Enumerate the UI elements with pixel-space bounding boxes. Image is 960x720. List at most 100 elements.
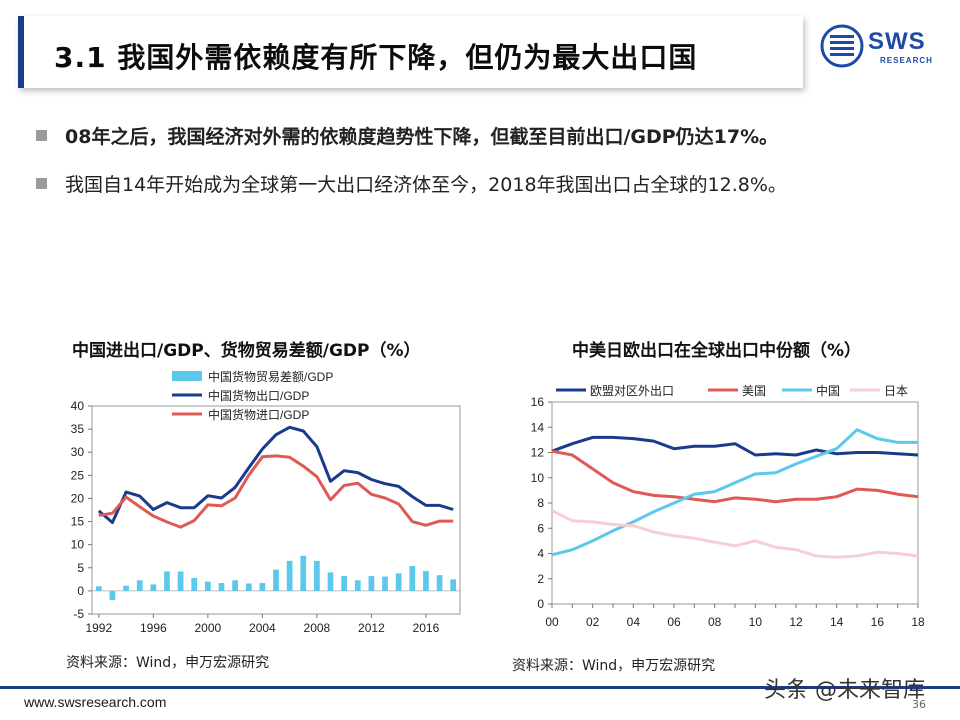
bar-trade-balance	[164, 571, 170, 591]
bar-trade-balance	[177, 571, 184, 591]
x-tick-label: 08	[708, 615, 722, 629]
y-tick-label: 14	[531, 420, 545, 434]
chart1-title: 中国进出口/GDP、货物贸易差额/GDP（%）	[72, 341, 421, 361]
x-tick-label: 2008	[304, 621, 331, 635]
x-tick-label: 04	[627, 615, 641, 629]
x-tick-label: 02	[586, 615, 600, 629]
bar-trade-balance	[191, 577, 198, 591]
x-tick-label: 00	[545, 615, 559, 629]
series-line	[551, 449, 919, 504]
y-tick-label: 0	[537, 597, 544, 611]
sws-logo: SWS RESEARCH	[820, 24, 940, 74]
y-tick-label: 35	[71, 422, 85, 436]
y-tick-label: 10	[531, 471, 545, 485]
bar-trade-balance	[314, 560, 320, 591]
bar-trade-balance	[368, 576, 375, 591]
y-tick-label: 40	[71, 399, 85, 413]
chart1-source: 资料来源：Wind，申万宏源研究	[66, 655, 270, 671]
bar-trade-balance	[273, 569, 279, 591]
bar-trade-balance	[136, 580, 143, 591]
y-tick-label: 20	[71, 491, 85, 505]
y-tick-label: 12	[531, 446, 545, 460]
footer-url[interactable]: www.swsresearch.com	[24, 694, 167, 710]
legend-label: 中国货物出口/GDP	[208, 388, 309, 403]
bar-trade-balance	[327, 572, 334, 591]
y-tick-label: 15	[71, 515, 85, 529]
chart2-source: 资料来源：Wind，申万宏源研究	[512, 658, 716, 674]
plot-frame	[91, 405, 461, 615]
legend-label: 中国货物贸易差额/GDP	[208, 369, 333, 384]
y-tick-label: 10	[71, 538, 85, 552]
legend-label: 美国	[742, 384, 766, 398]
x-tick-label: 14	[830, 615, 844, 629]
x-tick-label: 16	[871, 615, 885, 629]
x-tick-label: 10	[749, 615, 763, 629]
bar-trade-balance	[436, 575, 443, 591]
bar-trade-balance	[341, 576, 348, 591]
series-line	[551, 509, 919, 559]
bar-trade-balance	[382, 576, 388, 591]
bar-trade-balance	[300, 555, 307, 591]
line-export-gdp	[97, 425, 454, 524]
legend-label: 欧盟对区外出口	[590, 384, 674, 398]
footer-divider	[0, 686, 960, 689]
logo-subtext: RESEARCH	[880, 56, 933, 65]
bar-trade-balance	[218, 583, 225, 591]
watermark: 头条 @未来智库	[764, 678, 925, 703]
chart1-svg: -5 0 5 10 15 20 25 30 35 40 1992 1996 2000 2004 2008 20…	[71, 369, 461, 635]
bar-trade-balance	[95, 586, 102, 591]
x-tick-label: 1992	[85, 621, 112, 635]
bar-trade-balance	[450, 579, 457, 591]
title-bar: 3.1 我国外需依赖度有所下降，但仍为最大出口国 SWS RESEARCH	[0, 0, 960, 100]
y-tick-label: 8	[537, 496, 544, 510]
series-line	[551, 428, 918, 557]
y-tick-label: 5	[77, 561, 84, 575]
bar-trade-balance	[395, 573, 402, 591]
bar-trade-balance	[354, 580, 361, 591]
slide-title: 3.1 我国外需依赖度有所下降，但仍为最大出口国	[54, 41, 698, 74]
sws-logo-icon	[820, 24, 864, 68]
line-import-gdp	[98, 454, 454, 529]
bar-trade-balance	[259, 583, 266, 591]
bar-trade-balance	[123, 585, 129, 591]
bar-trade-balance	[150, 584, 157, 591]
x-tick-label: 18	[911, 615, 925, 629]
y-tick-label: 16	[531, 395, 545, 409]
y-tick-label: 2	[537, 572, 544, 586]
x-tick-label: 06	[667, 615, 681, 629]
bar-trade-balance	[245, 583, 252, 591]
chart2-title: 中美日欧出口在全球出口中份额（%）	[572, 341, 862, 361]
legend-label: 日本	[884, 384, 908, 398]
bullet-item: 08年之后，我国经济对外需的依赖度趋势性下降，但截至目前出口/GDP仍达17%。	[36, 122, 778, 149]
bar-trade-balance	[286, 560, 293, 591]
title-strip	[18, 16, 803, 88]
legend-swatch	[172, 371, 202, 381]
bullet-square-icon	[36, 130, 47, 141]
x-tick-label: 2016	[413, 621, 440, 635]
legend-label: 中国	[816, 383, 840, 398]
x-tick-label: 1996	[140, 621, 167, 635]
page-number: 36	[912, 698, 926, 711]
bar-trade-balance	[204, 581, 211, 591]
y-tick-label: 25	[71, 468, 85, 482]
y-tick-label: 30	[71, 445, 85, 459]
y-tick-label: -5	[73, 607, 84, 621]
bullet-square-icon	[36, 178, 47, 189]
bar-trade-balance	[423, 571, 429, 591]
series-line	[551, 435, 919, 457]
y-tick-label: 4	[537, 547, 544, 561]
bullet-text: 08年之后，我国经济对外需的依赖度趋势性下降，但截至目前出口/GDP仍达17%。	[65, 126, 779, 148]
bar-trade-balance	[409, 565, 416, 591]
bullet-item: 我国自14年开始成为全球第一大出口经济体至今，2018年我国出口占全球的12.8…	[36, 170, 787, 197]
bar-trade-balance	[232, 580, 238, 591]
bar-trade-balance	[109, 590, 116, 601]
logo-wordmark: SWS	[868, 28, 926, 55]
bullet-text: 我国自14年开始成为全球第一大出口经济体至今，2018年我国出口占全球的12.8…	[65, 174, 787, 196]
y-tick-label: 6	[537, 521, 544, 535]
legend-label: 中国货物进口/GDP	[208, 407, 309, 422]
x-tick-label: 2012	[358, 621, 385, 635]
x-tick-label: 2004	[249, 621, 276, 635]
x-tick-label: 2000	[195, 621, 222, 635]
y-tick-label: 0	[77, 584, 84, 598]
